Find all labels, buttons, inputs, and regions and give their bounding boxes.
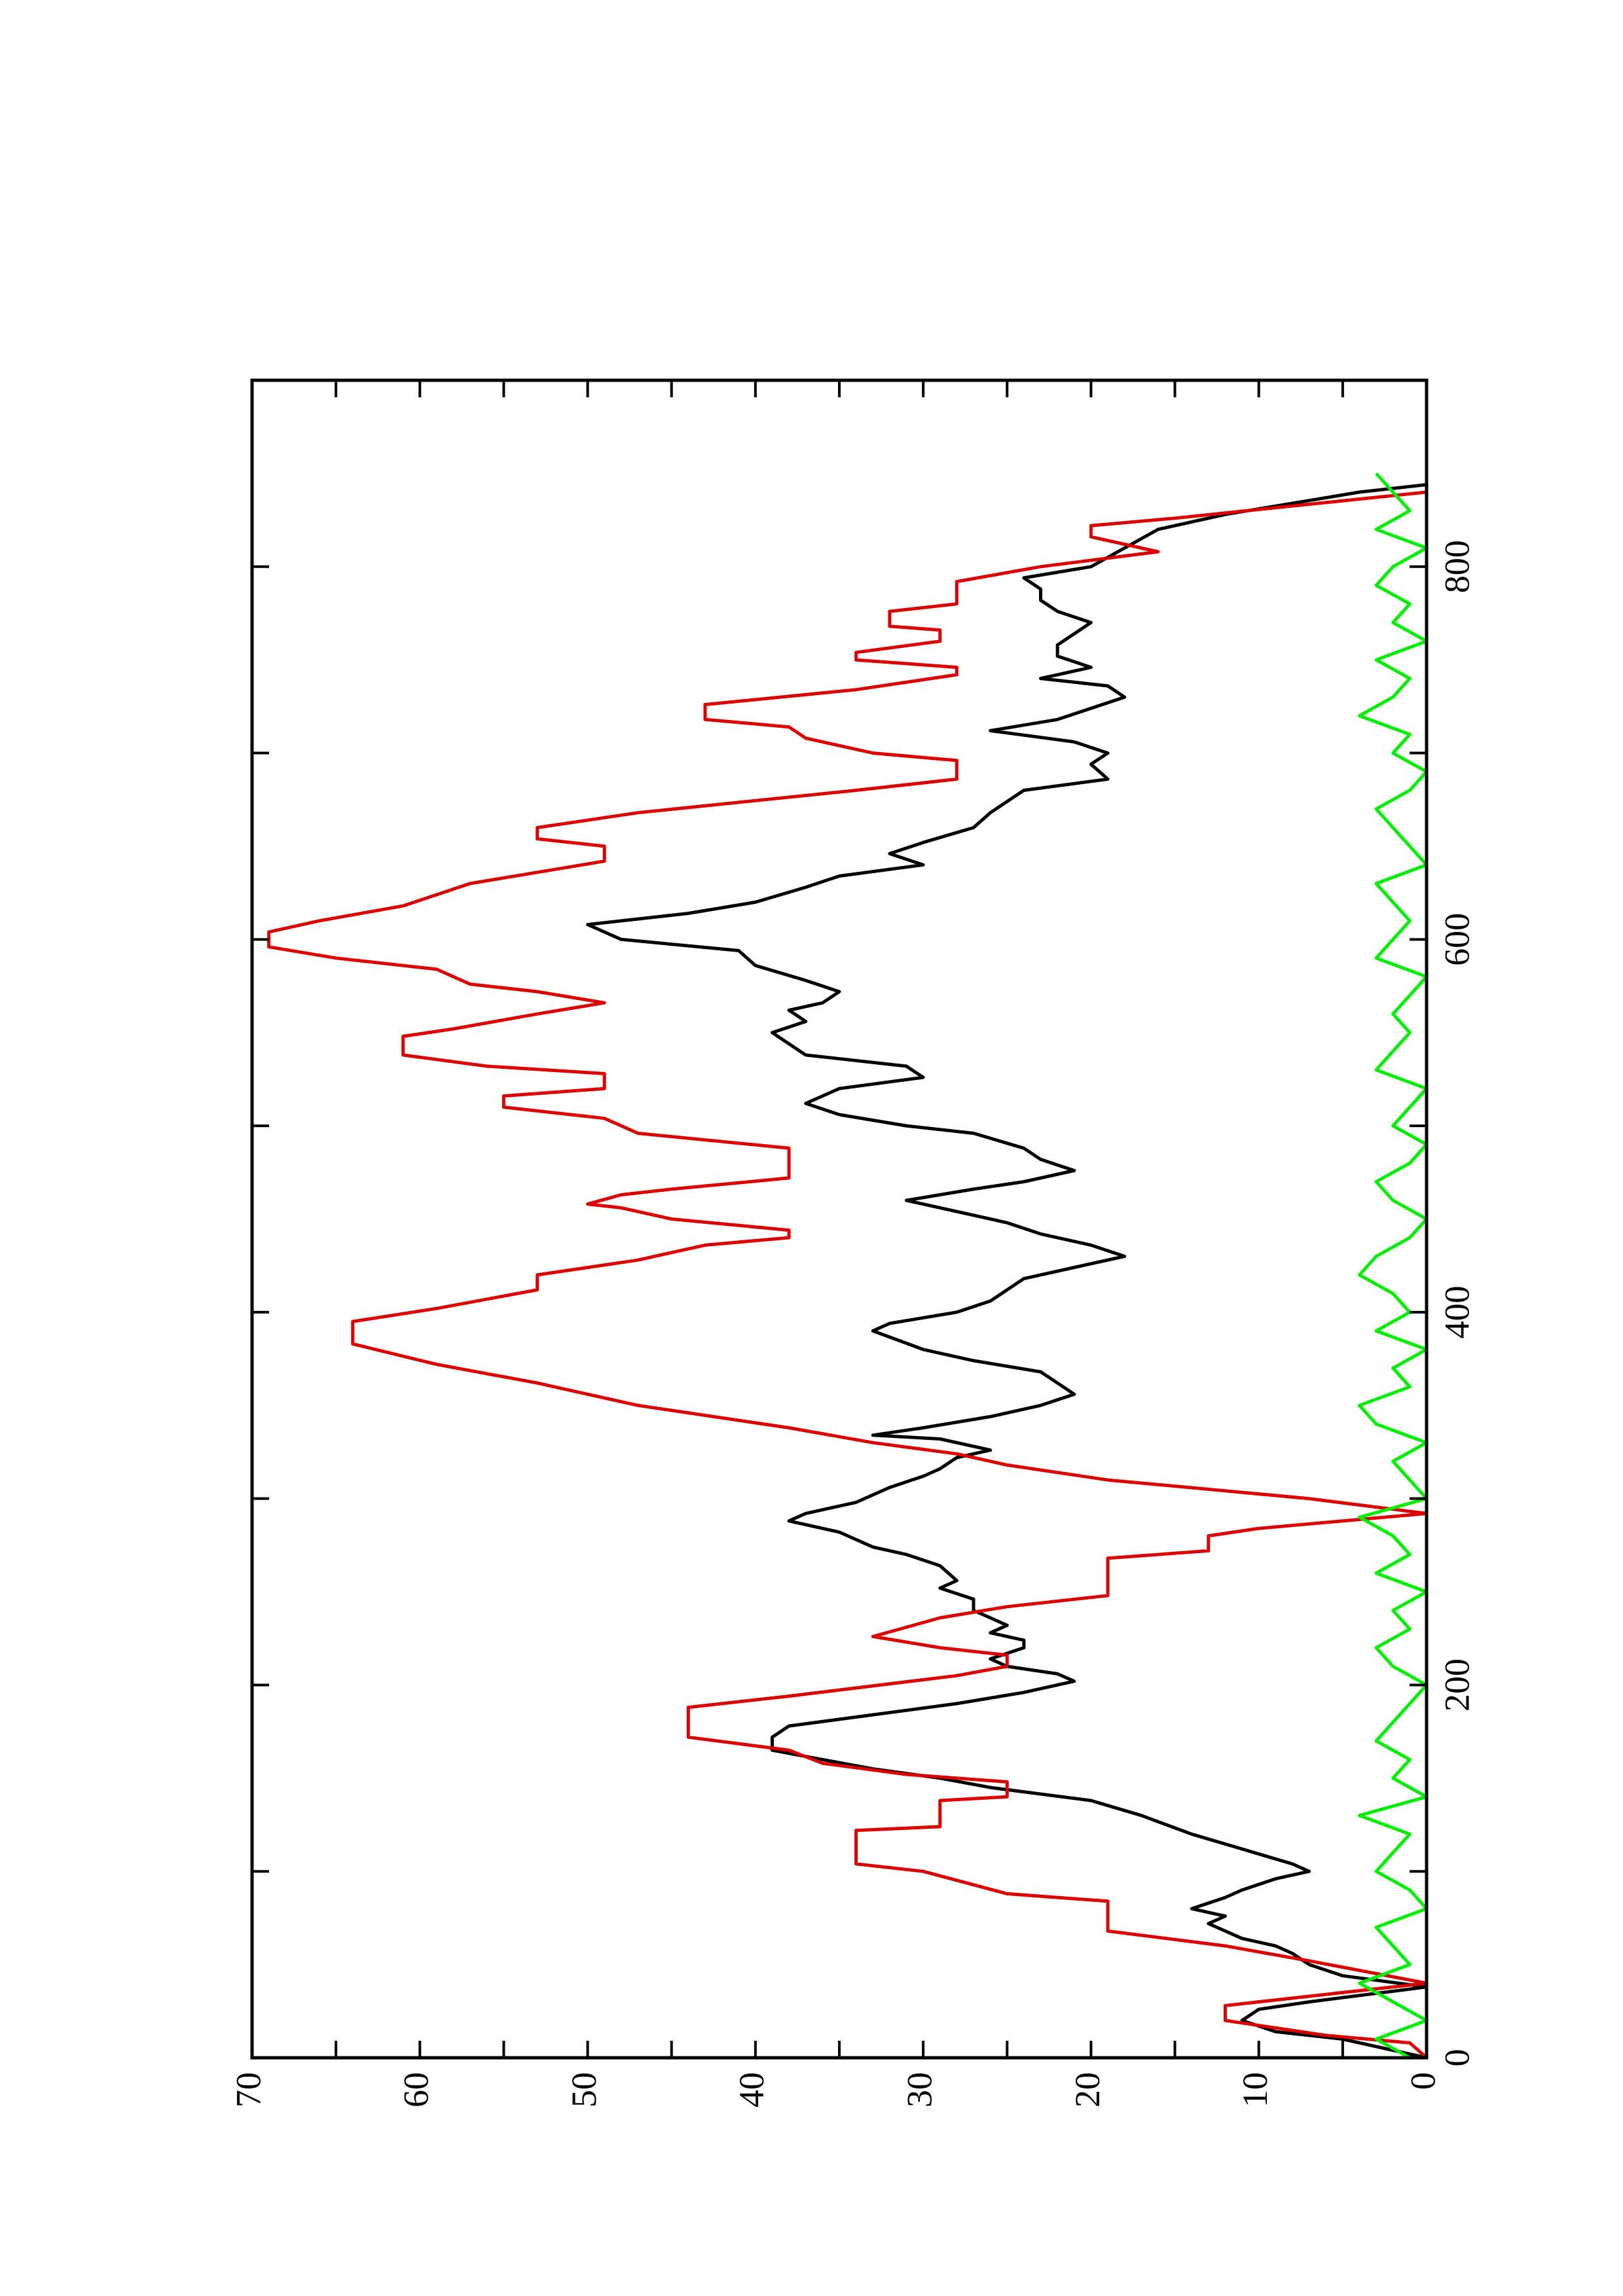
x-tick-label: 0 [1437, 2049, 1476, 2067]
x-tick-label: 400 [1437, 1285, 1476, 1338]
x-tick-label: 600 [1437, 913, 1476, 966]
y-tick-label: 50 [564, 2072, 604, 2108]
plot: 0 200 400 600 800 0 10 20 30 40 50 60 70 [228, 378, 1476, 2108]
x-tick-label: 200 [1437, 1659, 1476, 1712]
data-line [1358, 472, 1429, 2060]
y-tick-label: 40 [732, 2072, 771, 2108]
y-tick-label: 30 [900, 2072, 939, 2108]
y-tick-label: 20 [1068, 2072, 1107, 2108]
data-line [267, 490, 1429, 2059]
x-tick-label: 800 [1437, 540, 1476, 593]
y-tick-label: 10 [1235, 2072, 1275, 2108]
y-tick-label: 0 [1403, 2072, 1442, 2090]
y-tick-label: 70 [228, 2072, 268, 2108]
y-tick-label: 60 [397, 2072, 436, 2108]
plot-frame [250, 378, 1429, 2060]
data-line [586, 483, 1429, 2060]
